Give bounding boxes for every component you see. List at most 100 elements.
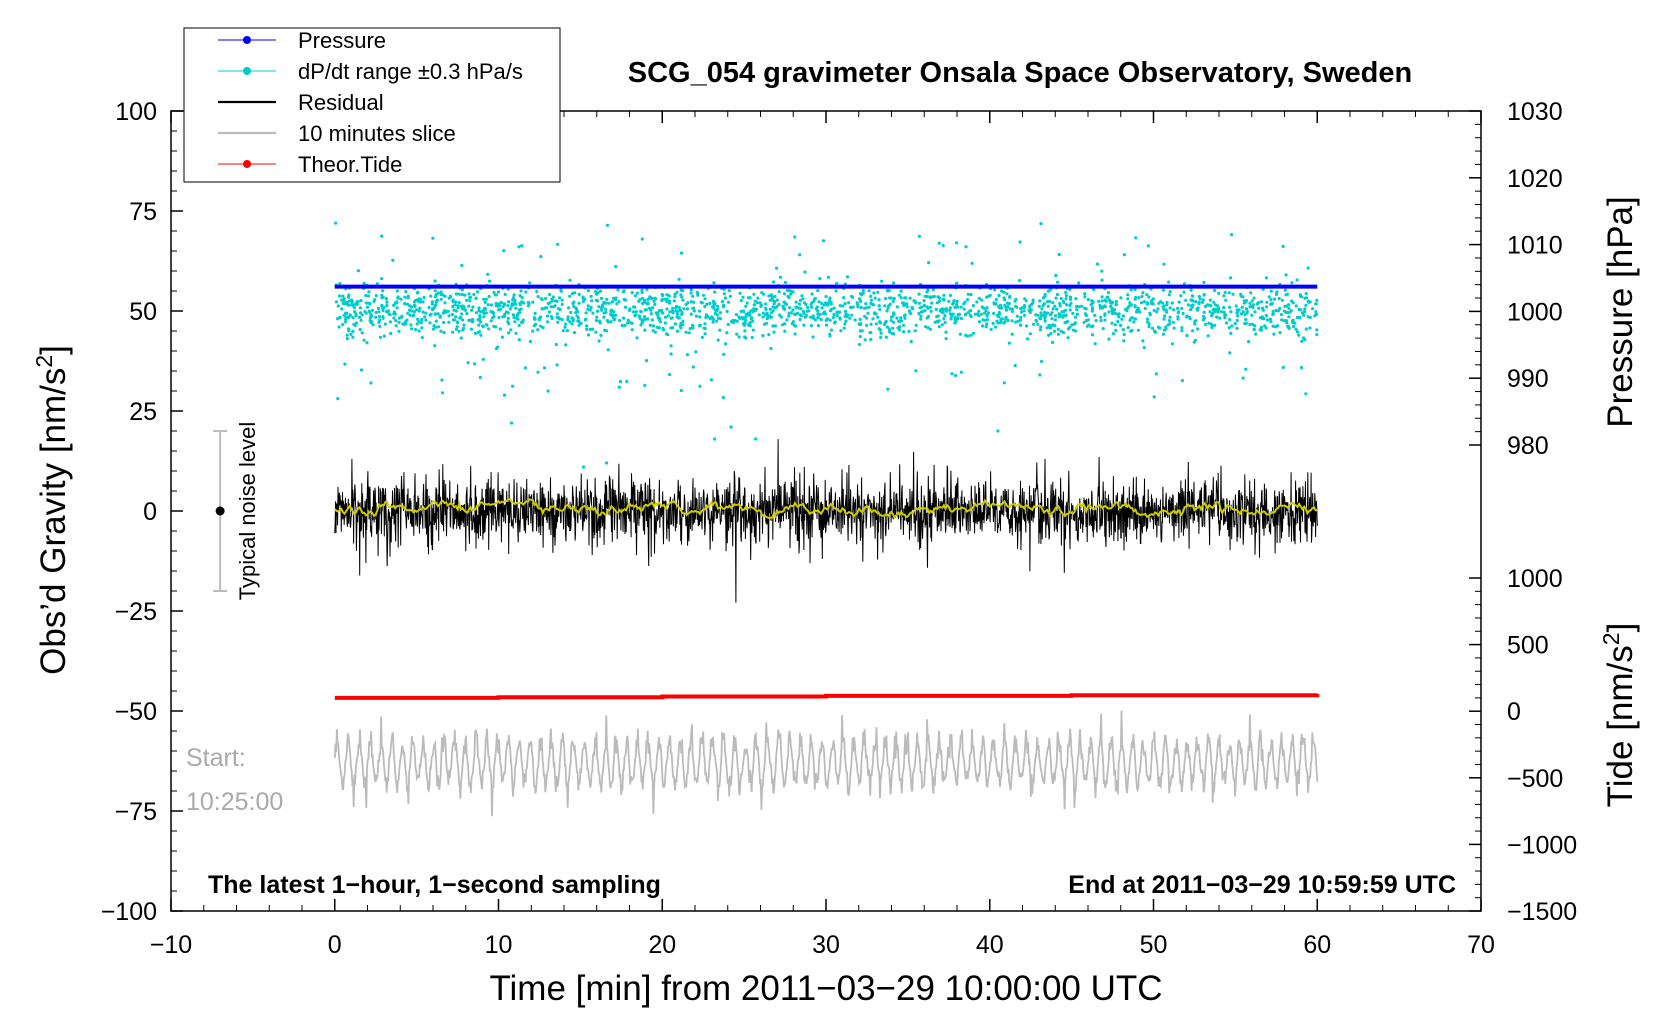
dpdt-point [1182,290,1186,294]
dpdt-point [801,297,805,301]
dpdt-point [677,306,681,310]
dpdt-point [975,300,979,304]
legend-marker [243,67,251,75]
dpdt-point [336,397,340,401]
dpdt-point [1093,342,1097,346]
dpdt-point [917,234,922,238]
y-axis-tide: 1000 500 0 −500 −1000 −1500 [1469,565,1577,926]
dpdt-point [657,318,661,322]
dpdt-point [1106,291,1111,295]
dpdt-point [383,322,387,326]
dpdt-point [1285,292,1290,296]
y-tick-label: −100 [101,898,157,926]
dpdt-point [1207,321,1211,325]
dpdt-point [831,315,836,320]
dpdt-point [1047,333,1051,337]
pressure-tick-label: 1000 [1507,298,1563,326]
dpdt-point [599,333,603,337]
dpdt-point [1271,312,1275,316]
dpdt-point [997,305,1001,309]
dpdt-point [400,314,404,318]
dpdt-point [502,303,507,307]
dpdt-point [503,292,507,296]
dpdt-point [897,319,901,323]
dpdt-point [828,318,832,322]
dpdt-point [468,299,472,303]
dpdt-point [981,324,985,328]
dpdt-point [659,308,664,312]
dpdt-point [744,312,748,316]
dpdt-point [876,290,880,294]
dpdt-point [675,290,679,294]
dpdt-point [716,338,720,342]
dpdt-point [713,290,717,294]
dpdt-point [1300,311,1304,315]
dpdt-point [500,301,504,305]
dpdt-point [1013,363,1017,368]
dpdt-point [433,289,437,293]
dpdt-point [982,311,987,315]
dpdt-point [638,316,642,320]
dpdt-point [835,310,839,314]
dpdt-point [533,317,537,321]
dpdt-point [867,289,871,293]
dpdt-point [1210,325,1214,329]
dpdt-point [1257,306,1261,310]
dpdt-point [1191,329,1195,333]
dpdt-point [1212,323,1217,327]
dpdt-point [902,303,906,308]
dpdt-point [584,317,588,321]
dpdt-point [1229,310,1233,314]
dpdt-point [1114,328,1118,332]
dpdt-point [839,329,843,333]
dpdt-point [362,338,366,342]
dpdt-point [455,325,459,329]
dpdt-point [633,313,637,318]
dpdt-point [434,303,438,307]
dpdt-point [883,323,887,327]
dpdt-point [382,305,386,310]
y-axis-label-gravity-text: Obs’d Gravity [nm/s [34,368,73,675]
dpdt-point [555,312,559,316]
dpdt-point [928,305,933,309]
dpdt-point [486,272,490,276]
dpdt-point [604,301,608,305]
dpdt-point [528,281,532,285]
dpdt-point [679,288,683,292]
dpdt-point [886,289,890,293]
dpdt-point [810,292,814,296]
dpdt-point [1184,315,1188,319]
dpdt-point [1201,298,1205,302]
dpdt-point [1057,315,1061,319]
dpdt-point [1002,381,1006,385]
dpdt-point [417,329,421,333]
dpdt-point [806,305,810,309]
dpdt-point [379,335,383,339]
dpdt-point [1099,315,1103,319]
dpdt-point [441,391,445,395]
dpdt-point [1180,326,1184,330]
dpdt-point [599,296,604,300]
dpdt-point [1117,312,1121,316]
dpdt-point [451,318,455,322]
dpdt-point [993,301,998,305]
dpdt-point [917,311,921,316]
dpdt-point [1010,309,1015,314]
dpdt-point [994,325,998,329]
dpdt-point [969,333,973,337]
dpdt-point [487,294,491,299]
dpdt-point [637,299,641,303]
dpdt-point [406,311,410,315]
dpdt-point [527,302,531,306]
dpdt-point [997,293,1001,298]
dpdt-point [643,315,647,319]
dpdt-point [460,293,464,297]
dpdt-point [1236,314,1240,318]
dpdt-point [959,305,963,309]
dpdt-point [1148,311,1152,315]
dpdt-point [342,299,346,303]
dpdt-point [459,336,463,340]
dpdt-point [866,311,870,315]
dpdt-point [396,296,400,300]
dpdt-point [546,302,551,306]
